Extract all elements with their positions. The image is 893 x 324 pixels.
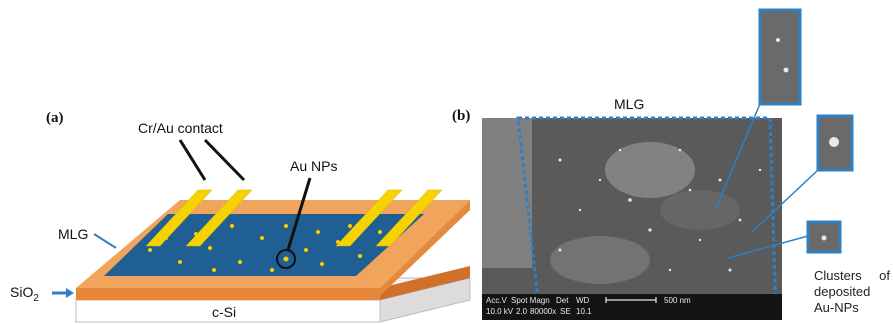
au-nanoparticles (148, 224, 382, 272)
sem-bright-patch-3 (660, 190, 740, 230)
sem-info-text: Acc.V Spot Magn Det WD 10.0 kV 2.0 80000… (486, 296, 691, 316)
inset-top-particle (776, 38, 780, 42)
sio2-side-face (380, 266, 470, 300)
sem-acc-label: Acc.V (486, 296, 508, 305)
sem-det-label: Det (556, 296, 569, 305)
inset-pointer-bottom (727, 235, 809, 259)
mlg-pointer (93, 233, 117, 249)
contact-strip-1 (145, 189, 213, 247)
inset-pointer-top (715, 103, 761, 209)
sio2-label: SiO2 (10, 284, 39, 304)
sem-bright-patch-2 (550, 236, 650, 284)
caption-line-3: Au-NPs (814, 300, 859, 315)
sio2-front-face (76, 288, 380, 300)
sem-bright-patch-1 (605, 142, 695, 198)
sem-wd-label: WD (576, 296, 590, 305)
highlighted-np-circle (276, 249, 296, 269)
sio2-subscript: 2 (33, 292, 39, 304)
sem-info-bar (482, 294, 782, 320)
caption-word-of: of (879, 268, 890, 283)
contact-arrow-2 (203, 138, 246, 182)
contact-label: Cr/Au contact (138, 120, 223, 136)
c-si-side-face (379, 277, 471, 323)
nps-arrow (286, 177, 312, 251)
mlg-label-b: MLG (614, 96, 645, 112)
sem-magn-value: 80000x (530, 307, 556, 316)
panel-b-label: (b) (452, 108, 471, 124)
sem-scale-label: 500 nm (664, 296, 691, 305)
inset-pointer-middle (751, 169, 819, 233)
mlg-label-a: MLG (58, 226, 89, 242)
mlg-dashed-outline (516, 116, 778, 320)
caption-line-1: Clusters of (814, 268, 890, 284)
contact-strip-3 (335, 189, 403, 247)
contact-strip-2 (185, 189, 253, 247)
sem-spot-label: Spot Magn (511, 296, 550, 305)
contact-strips (145, 189, 443, 247)
contact-strip-4 (375, 189, 443, 247)
caption-line-2: deposited (814, 284, 871, 299)
inset-bottom-particle (821, 235, 827, 241)
sem-wd-value: 10.1 (576, 307, 592, 316)
sem-spot-value: 2.0 (516, 307, 528, 316)
panel-a-label: (a) (46, 110, 64, 126)
sem-kv-value: 10.0 kV (486, 307, 514, 316)
highlighted-np (283, 256, 289, 262)
contact-arrow-1 (178, 139, 207, 181)
sem-bright-left (482, 118, 532, 268)
substrate-top-side (380, 200, 470, 296)
inset-top-particle-2 (783, 67, 789, 73)
sio2-arrowhead (66, 288, 74, 298)
sem-particles (558, 148, 762, 272)
sio2-text: SiO (10, 284, 34, 300)
nps-label: Au NPs (290, 158, 338, 174)
mlg-sheet (104, 214, 424, 276)
caption-word-clusters: Clusters (814, 268, 862, 283)
c-si-label: c-Si (212, 304, 237, 320)
inset-middle-cluster (829, 137, 839, 147)
clusters-caption: Clusters of deposited Au-NPs (814, 268, 890, 316)
sem-det-value: SE (560, 307, 571, 316)
inset-top (758, 8, 802, 106)
